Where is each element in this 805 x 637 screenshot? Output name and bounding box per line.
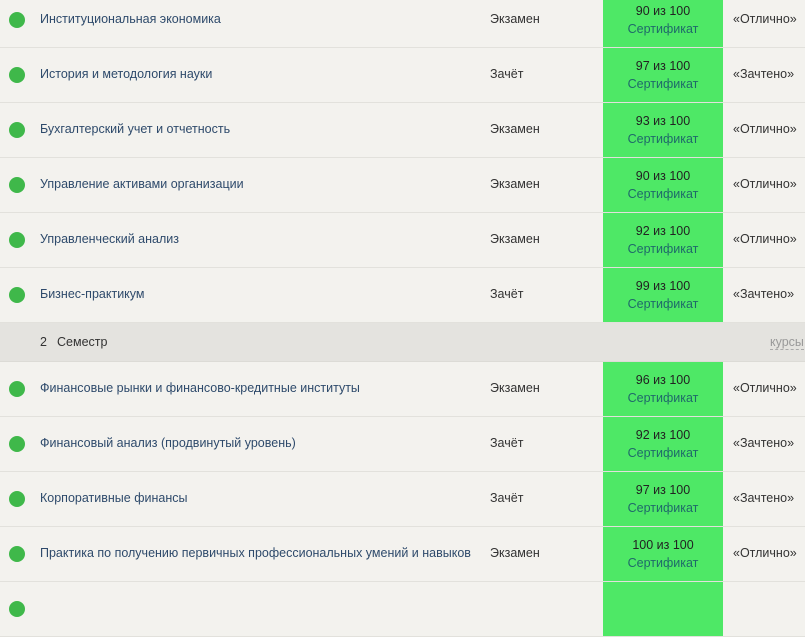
score-value: 96 из 100 bbox=[635, 373, 691, 387]
grade: «Отлично» bbox=[733, 546, 797, 560]
status-dot-icon bbox=[9, 122, 25, 138]
course-row[interactable]: Институциональная экономика Экзамен 90 и… bbox=[0, 0, 805, 48]
assessment-type: Зачёт bbox=[490, 67, 524, 81]
certificate-link[interactable]: Сертификат bbox=[627, 132, 699, 146]
semester-number: 2 bbox=[40, 335, 47, 349]
grade: «Отлично» bbox=[733, 12, 797, 26]
course-row[interactable]: Практика по получению первичных професси… bbox=[0, 527, 805, 582]
score-cell: 97 из 100 Сертификат bbox=[603, 472, 723, 526]
status-dot-icon bbox=[9, 491, 25, 507]
assessment-type: Экзамен bbox=[490, 177, 540, 191]
course-row[interactable]: История и методология науки Зачёт 97 из … bbox=[0, 48, 805, 103]
assessment-type: Зачёт bbox=[490, 436, 524, 450]
status-dot-icon bbox=[9, 601, 25, 617]
score-value: 97 из 100 bbox=[635, 59, 691, 73]
course-row[interactable] bbox=[0, 582, 805, 637]
grade: «Зачтено» bbox=[733, 436, 795, 450]
score-cell: 93 из 100 Сертификат bbox=[603, 103, 723, 157]
course-title[interactable]: Финансовые рынки и финансово-кредитные и… bbox=[40, 381, 360, 395]
course-row[interactable]: Бухгалтерский учет и отчетность Экзамен … bbox=[0, 103, 805, 158]
course-title[interactable]: Бизнес-практикум bbox=[40, 287, 145, 301]
course-title[interactable]: Практика по получению первичных професси… bbox=[40, 546, 471, 560]
score-cell: 90 из 100 Сертификат bbox=[603, 0, 723, 47]
certificate-link[interactable]: Сертификат bbox=[627, 22, 699, 36]
grade: «Отлично» bbox=[733, 232, 797, 246]
status-dot-icon bbox=[9, 287, 25, 303]
certificate-link[interactable]: Сертификат bbox=[627, 501, 699, 515]
status-dot-icon bbox=[9, 546, 25, 562]
course-row[interactable]: Управление активами организации Экзамен … bbox=[0, 158, 805, 213]
score-cell: 92 из 100 Сертификат bbox=[603, 213, 723, 267]
status-dot-icon bbox=[9, 232, 25, 248]
assessment-type: Экзамен bbox=[490, 232, 540, 246]
course-title[interactable]: Корпоративные финансы bbox=[40, 491, 188, 505]
grade: «Отлично» bbox=[733, 122, 797, 136]
courses-link[interactable]: курсы bbox=[770, 335, 804, 350]
certificate-link[interactable]: Сертификат bbox=[627, 446, 699, 460]
grade: «Отлично» bbox=[733, 177, 797, 191]
score-value: 99 из 100 bbox=[635, 279, 691, 293]
course-title[interactable]: Институциональная экономика bbox=[40, 12, 221, 26]
score-cell bbox=[603, 582, 723, 636]
course-row[interactable]: Корпоративные финансы Зачёт 97 из 100 Се… bbox=[0, 472, 805, 527]
score-value: 100 из 100 bbox=[632, 538, 694, 552]
grade: «Зачтено» bbox=[733, 67, 795, 81]
certificate-link[interactable]: Сертификат bbox=[627, 242, 699, 256]
semester-header: 2 Семестр курсы bbox=[0, 323, 805, 362]
course-title[interactable]: Управленческий анализ bbox=[40, 232, 179, 246]
certificate-link[interactable]: Сертификат bbox=[627, 391, 699, 405]
status-dot-icon bbox=[9, 436, 25, 452]
course-row[interactable]: Управленческий анализ Экзамен 92 из 100 … bbox=[0, 213, 805, 268]
score-value: 97 из 100 bbox=[635, 483, 691, 497]
score-cell: 97 из 100 Сертификат bbox=[603, 48, 723, 102]
grade: «Зачтено» bbox=[733, 491, 795, 505]
assessment-type: Зачёт bbox=[490, 287, 524, 301]
assessment-type: Экзамен bbox=[490, 381, 540, 395]
certificate-link[interactable]: Сертификат bbox=[627, 297, 699, 311]
assessment-type: Экзамен bbox=[490, 12, 540, 26]
score-value: 92 из 100 bbox=[635, 428, 691, 442]
status-dot-icon bbox=[9, 12, 25, 28]
score-cell: 96 из 100 Сертификат bbox=[603, 362, 723, 416]
course-title[interactable]: Финансовый анализ (продвинутый уровень) bbox=[40, 436, 296, 450]
certificate-link[interactable]: Сертификат bbox=[627, 187, 699, 201]
score-value: 93 из 100 bbox=[635, 114, 691, 128]
score-cell: 92 из 100 Сертификат bbox=[603, 417, 723, 471]
status-dot-icon bbox=[9, 67, 25, 83]
score-value: 90 из 100 bbox=[635, 169, 691, 183]
score-value: 90 из 100 bbox=[635, 4, 691, 18]
course-title[interactable]: История и методология науки bbox=[40, 67, 213, 81]
certificate-link[interactable]: Сертификат bbox=[627, 77, 699, 91]
assessment-type: Зачёт bbox=[490, 491, 524, 505]
score-cell: 100 из 100 Сертификат bbox=[603, 527, 723, 581]
grade: «Отлично» bbox=[733, 381, 797, 395]
score-cell: 90 из 100 Сертификат bbox=[603, 158, 723, 212]
course-row[interactable]: Финансовые рынки и финансово-кредитные и… bbox=[0, 362, 805, 417]
status-dot-icon bbox=[9, 381, 25, 397]
course-title[interactable]: Управление активами организации bbox=[40, 177, 244, 191]
status-dot-icon bbox=[9, 177, 25, 193]
score-cell: 99 из 100 Сертификат bbox=[603, 268, 723, 322]
course-row[interactable]: Бизнес-практикум Зачёт 99 из 100 Сертифи… bbox=[0, 268, 805, 323]
certificate-link[interactable]: Сертификат bbox=[627, 556, 699, 570]
course-row[interactable]: Финансовый анализ (продвинутый уровень) … bbox=[0, 417, 805, 472]
assessment-type: Экзамен bbox=[490, 546, 540, 560]
semester-label: Семестр bbox=[57, 335, 108, 349]
score-value: 92 из 100 bbox=[635, 224, 691, 238]
grade: «Зачтено» bbox=[733, 287, 795, 301]
assessment-type: Экзамен bbox=[490, 122, 540, 136]
course-title[interactable]: Бухгалтерский учет и отчетность bbox=[40, 122, 231, 136]
